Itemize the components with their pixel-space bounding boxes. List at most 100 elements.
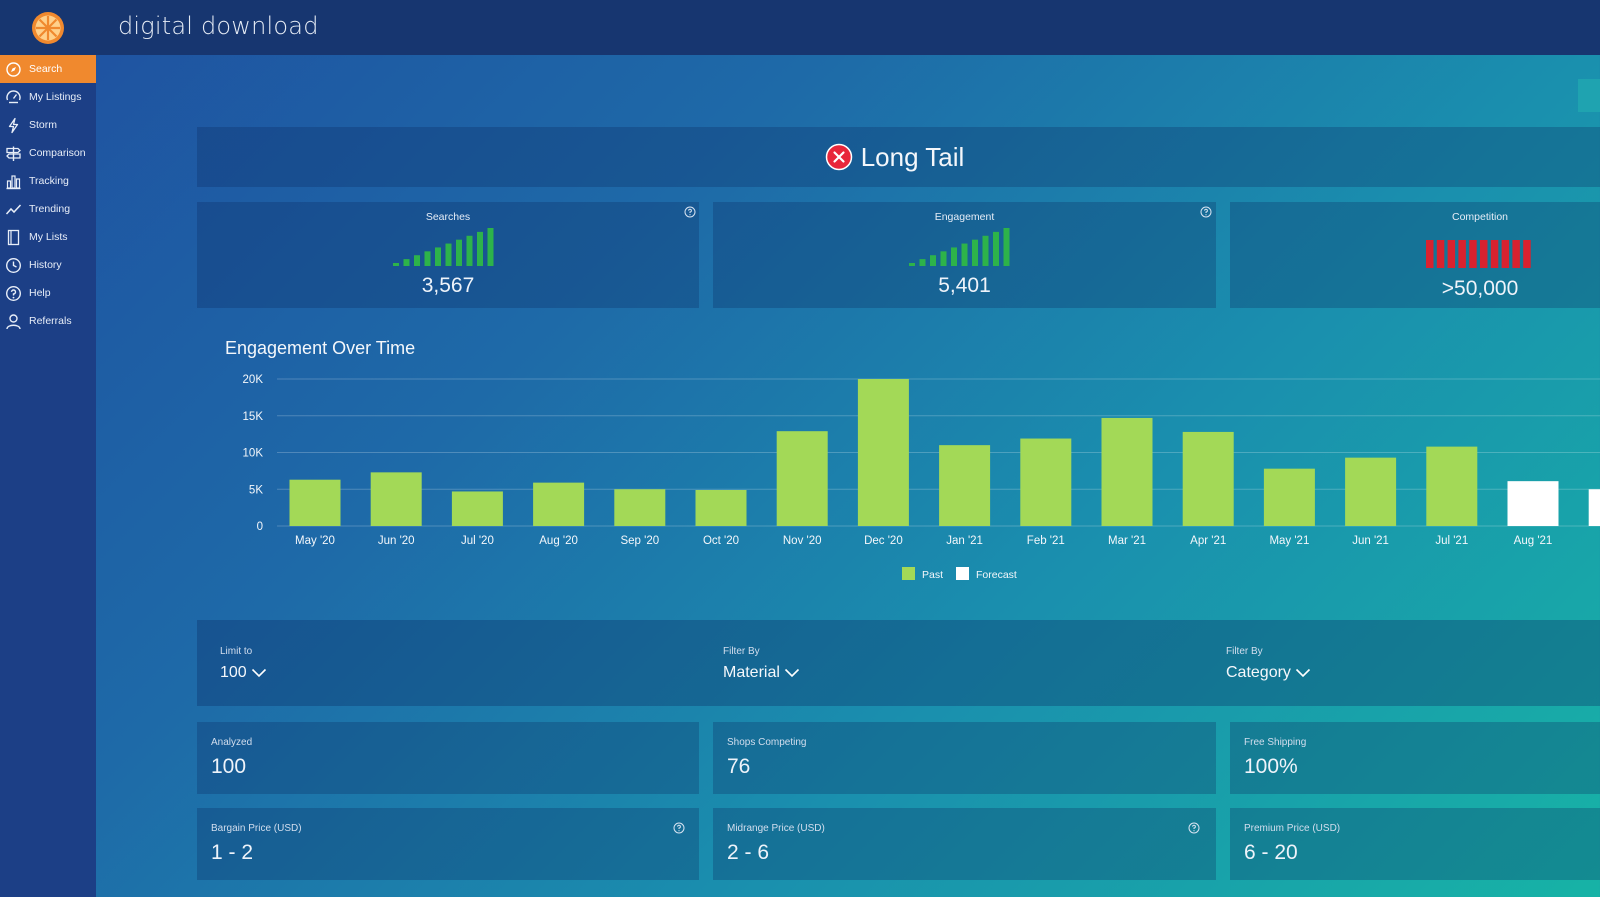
legend-swatch-forecast [956,567,969,580]
info-icon[interactable] [1200,206,1212,218]
past-bar[interactable] [1263,468,1315,526]
x-tick-label: Aug '21 [1514,535,1553,547]
metric-value: 3,567 [421,274,475,297]
sidebar-item-search[interactable]: Search [0,55,96,83]
sidebar-item-label: My Lists [29,231,68,243]
filter-value-wrap: Category [1226,664,1311,682]
filter-value: Category [1226,664,1291,681]
past-bar[interactable] [1345,457,1397,526]
level-bar [414,255,420,266]
forecast-bar[interactable] [1507,481,1559,526]
stat-premium-price: Premium Price (USD) 6 - 20 [1230,808,1600,880]
y-tick-label: 0 [257,521,263,533]
sidebar-item-history[interactable]: History [0,251,96,279]
x-tick-label: Jul '21 [1435,535,1468,547]
sidebar-item-my-lists[interactable]: My Lists [0,223,96,251]
past-bar[interactable] [1426,446,1478,526]
past-bar[interactable] [614,489,666,526]
level-bar [393,263,399,266]
clock-icon [5,257,22,273]
level-bar [951,247,957,266]
stat-label: Midrange Price (USD) [727,823,825,834]
level-bar [424,251,431,266]
sidebar-item-label: My Listings [29,91,82,103]
filter-value-wrap: 100 [220,664,267,682]
info-icon[interactable] [1188,822,1200,834]
sidebar-item-tracking[interactable]: Tracking [0,167,96,195]
logo[interactable] [0,0,96,55]
past-bar[interactable] [1020,438,1072,526]
x-tick-label: Jul '20 [461,535,494,547]
past-bar[interactable] [776,431,828,526]
filter-band: Limit to 100 Filter By Material Filter B… [197,620,1600,706]
sidebar-item-label: Comparison [29,147,86,159]
searches-level-bars [393,228,494,266]
level-bar [456,239,462,266]
level-bar [477,231,483,266]
chevron-down-icon [1295,668,1310,678]
level-bar [1447,240,1456,268]
past-bar[interactable] [451,491,503,526]
competition-level-bars [1426,240,1531,268]
info-icon[interactable] [684,206,696,218]
past-bar[interactable] [533,482,585,526]
x-tick-label: May '20 [295,535,335,547]
x-tick-label: Dec '20 [864,535,903,547]
sidebar: Search My Listings Storm Comparison Trac… [0,55,96,897]
stat-value: 100% [1244,755,1298,778]
stat-label: Shops Competing [727,737,807,748]
sidebar-item-help[interactable]: Help [0,279,96,307]
chevron-down-icon [784,668,799,678]
sidebar-item-referrals[interactable]: Referrals [0,307,96,335]
x-tick-label: Feb '21 [1027,535,1065,547]
sidebar-item-storm[interactable]: Storm [0,111,96,139]
metric-label: Searches [425,211,471,223]
level-bar [1480,240,1488,268]
filter-value: Material [723,664,780,681]
x-tick-label: Sep '20 [620,535,659,547]
person-icon [6,313,21,329]
y-tick-label: 20K [243,374,264,386]
sidebar-item-trending[interactable]: Trending [0,195,96,223]
side-panel-tab[interactable] [1578,79,1600,112]
level-bar [961,243,968,266]
past-bar[interactable] [289,479,341,526]
x-tick-label: May '21 [1269,535,1309,547]
y-tick-label: 15K [243,411,264,423]
past-bar[interactable] [939,445,991,526]
stat-free-shipping: Free Shipping 100% [1230,722,1600,794]
forecast-bar[interactable] [1588,489,1600,526]
past-bar[interactable] [370,472,422,526]
search-compass-icon [6,61,21,77]
level-bar [940,251,947,266]
stat-shops-competing: Shops Competing 76 [713,722,1216,794]
sidebar-item-comparison[interactable]: Comparison [0,139,96,167]
stat-value: 1 - 2 [211,841,254,864]
level-bar [982,235,989,266]
level-bar [993,231,999,266]
past-bar[interactable] [695,489,747,526]
trend-line-icon [5,203,22,215]
metric-value: 5,401 [938,274,991,297]
past-bar[interactable] [857,379,909,526]
stat-bargain-price: Bargain Price (USD) 1 - 2 [197,808,699,880]
sidebar-item-label: Trending [29,203,71,215]
level-bar [1512,240,1520,268]
stat-value: 6 - 20 [1244,841,1298,864]
legend-swatch-past [902,567,915,580]
x-tick-label: Oct '20 [703,535,739,547]
search-query-title: digital download [118,12,319,40]
metric-searches: Searches 3,567 [197,202,699,308]
sidebar-item-label: Help [29,287,51,299]
info-icon[interactable] [673,822,685,834]
past-bar[interactable] [1182,431,1234,526]
engagement-chart: 0 5K 10K 15K 20K May '20 Jun '20 Jul '20 Aug '20… [243,374,1600,581]
level-bar [1523,240,1531,268]
level-bar [445,243,452,266]
level-bar [972,239,978,266]
level-bar [1501,240,1510,268]
stat-value: 2 - 6 [727,841,770,864]
sidebar-item-my-listings[interactable]: My Listings [0,83,96,111]
bar-chart-icon [6,174,21,189]
past-bar[interactable] [1101,417,1153,526]
